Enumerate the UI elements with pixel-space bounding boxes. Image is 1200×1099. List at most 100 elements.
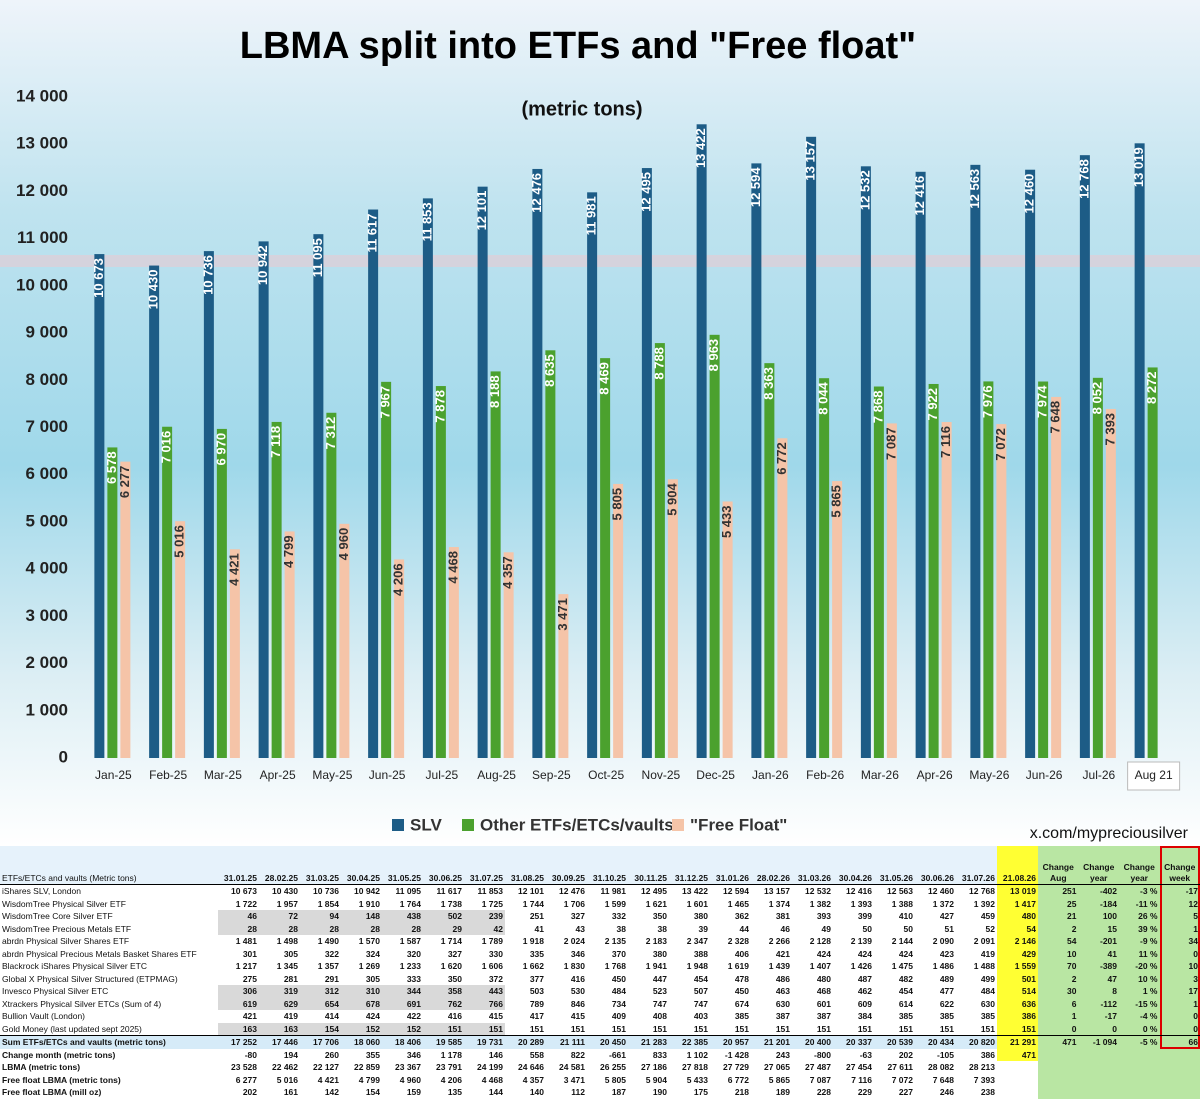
table-cell: 135 xyxy=(423,1086,464,1099)
bar-value-label: 13 157 xyxy=(803,141,818,181)
bar xyxy=(94,254,105,759)
table-cell: 1 233 xyxy=(382,960,423,973)
table-cell: 20 337 xyxy=(833,1035,874,1049)
header-cell: 28.02.25 xyxy=(259,846,300,885)
table-cell: 6 277 xyxy=(218,1073,259,1086)
y-tick-label: 7 000 xyxy=(25,417,68,436)
row-label: abrdn Physical Silver Shares ETF xyxy=(0,935,218,948)
table-cell: 622 xyxy=(915,997,956,1010)
bar xyxy=(435,386,446,758)
table-cell: 70 xyxy=(1038,960,1079,973)
chart-title: LBMA split into ETFs and "Free float" xyxy=(240,25,916,67)
table-cell: 154 xyxy=(341,1086,382,1099)
table-cell: 22 462 xyxy=(259,1061,300,1074)
table-cell: 530 xyxy=(546,985,587,998)
table-cell: 10 430 xyxy=(259,884,300,898)
table-cell: 144 xyxy=(464,1086,505,1099)
table-cell: 189 xyxy=(751,1086,792,1099)
table-cell: 766 xyxy=(464,997,505,1010)
table-cell: 28 xyxy=(259,922,300,935)
table-cell: 427 xyxy=(915,910,956,923)
table-cell: 1 439 xyxy=(751,960,792,973)
bar xyxy=(751,163,762,758)
table-cell: 514 xyxy=(997,985,1038,998)
table-cell: 20 450 xyxy=(587,1035,628,1049)
table-cell: 335 xyxy=(505,947,546,960)
table-cell: 558 xyxy=(505,1048,546,1061)
bar-value-label: 5 433 xyxy=(719,505,734,538)
credit: x.com/mypreciousilver xyxy=(1030,825,1189,842)
table-cell: 601 xyxy=(792,997,833,1010)
table-cell: 327 xyxy=(546,910,587,923)
table-cell: 619 xyxy=(218,997,259,1010)
table-cell xyxy=(997,1086,1038,1099)
table-cell: -3 % xyxy=(1119,884,1160,898)
table-cell: -5 % xyxy=(1119,1035,1160,1049)
table-cell: 478 xyxy=(710,972,751,985)
table-cell: -402 xyxy=(1078,884,1119,898)
table-cell: 305 xyxy=(341,972,382,985)
table-cell: 26 % xyxy=(1119,910,1160,923)
bar-value-label: 7 974 xyxy=(1035,385,1050,418)
bar xyxy=(777,438,788,758)
table-cell: 344 xyxy=(382,985,423,998)
table-cell: 2 024 xyxy=(546,935,587,948)
bar xyxy=(1051,396,1062,758)
x-tick-label: Jul-25 xyxy=(426,768,459,782)
table-cell: 281 xyxy=(259,972,300,985)
bar xyxy=(1105,408,1116,758)
chart: LBMA split into ETFs and "Free float" (m… xyxy=(0,0,1200,846)
table-cell: 416 xyxy=(546,972,587,985)
table-cell: 7 393 xyxy=(956,1073,997,1086)
table-cell: 1 764 xyxy=(382,897,423,910)
bar xyxy=(722,501,733,758)
bar-value-label: 12 563 xyxy=(967,169,982,209)
table-cell: 1 xyxy=(1159,997,1200,1010)
legend-label: SLV xyxy=(410,815,442,834)
table-cell: 0 xyxy=(1078,1022,1119,1036)
bar-value-label: 12 416 xyxy=(912,176,927,216)
table-cell: 424 xyxy=(833,947,874,960)
bar xyxy=(545,350,556,758)
y-tick-label: 11 000 xyxy=(17,228,68,247)
table-cell: 332 xyxy=(587,910,628,923)
table-cell: 152 xyxy=(341,1022,382,1036)
table-cell: 310 xyxy=(341,985,382,998)
table-cell: 27 186 xyxy=(628,1061,669,1074)
table-cell: 15 xyxy=(1078,922,1119,935)
x-tick-label: Feb-25 xyxy=(149,768,187,782)
table-cell: 1 407 xyxy=(792,960,833,973)
x-tick-label: Apr-25 xyxy=(260,768,296,782)
table-cell: 447 xyxy=(628,972,669,985)
table-cell: 7 087 xyxy=(792,1073,833,1086)
table-row: Xtrackers Physical Silver ETCs (Sum of 4… xyxy=(0,997,1200,1010)
bar xyxy=(709,334,720,758)
row-label: LBMA (metric tons) xyxy=(0,1061,218,1074)
bar-value-label: 7 016 xyxy=(159,431,174,464)
bar-value-label: 7 072 xyxy=(993,428,1008,461)
table-cell: 1 559 xyxy=(997,960,1038,973)
bar-value-label: 8 635 xyxy=(542,354,557,387)
table-cell: 1 488 xyxy=(956,960,997,973)
table-cell: 46 xyxy=(751,922,792,935)
table-cell: 414 xyxy=(300,1010,341,1023)
table-cell: 424 xyxy=(341,1010,382,1023)
table-cell: 484 xyxy=(956,985,997,998)
table-cell: 23 367 xyxy=(382,1061,423,1074)
table-cell: 21 291 xyxy=(997,1035,1038,1049)
table-row: Sum ETFs/ETCs and vaults (metric tons) 17… xyxy=(0,1035,1200,1049)
table-cell: 51 xyxy=(915,922,956,935)
bar xyxy=(600,358,611,758)
bar-value-label: 5 805 xyxy=(610,488,625,521)
table-cell: 486 xyxy=(751,972,792,985)
header-cell: 31.12.25 xyxy=(669,846,710,885)
table-cell: 151 xyxy=(874,1022,915,1036)
table-cell xyxy=(1078,1073,1119,1086)
table-cell: 29 xyxy=(423,922,464,935)
table-cell: 52 xyxy=(956,922,997,935)
table-cell: 4 468 xyxy=(464,1073,505,1086)
header-cell: 31.01.26 xyxy=(710,846,751,885)
table-cell: 13 422 xyxy=(669,884,710,898)
table-cell: 1 217 xyxy=(218,960,259,973)
